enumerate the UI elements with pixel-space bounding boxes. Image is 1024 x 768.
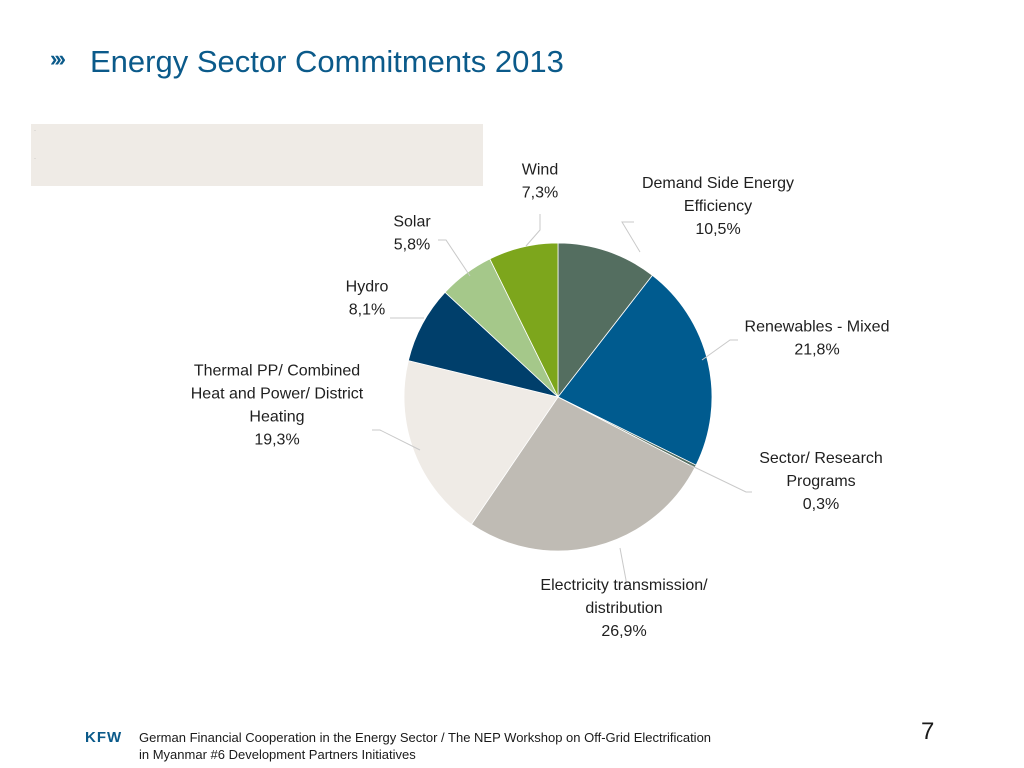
slice-name-label: Sector/ Research: [759, 450, 883, 467]
page-title: Energy Sector Commitments 2013: [90, 44, 564, 79]
pie-slice-demand-side-energy-efficiency: [557, 242, 653, 399]
slice-label: Solar 5,8%: [393, 214, 431, 254]
slice-labels: Demand Side Energy Efficiency 10,5% Renewab…: [191, 162, 890, 641]
leader-lines: [372, 214, 752, 590]
slice-value-label: 19,3%: [254, 432, 299, 449]
slice-value-label: 5,8%: [394, 237, 430, 254]
leader-line: [621, 221, 641, 253]
leader-line: [525, 214, 541, 247]
bullet-dot-icon: ·: [34, 156, 36, 162]
slice-name-label: Heating: [249, 409, 304, 426]
slice-name-label: Heat and Power/ District: [191, 386, 364, 403]
slice-name-label: Electricity transmission/: [540, 577, 708, 594]
leader-line: [619, 547, 627, 590]
footer-line-2: in Myanmar #6 Development Partners Initi…: [139, 747, 416, 762]
leader-line: [689, 464, 752, 493]
footer-line-1: German Financial Cooperation in the Ener…: [139, 730, 712, 745]
slice-name-label: Demand Side Energy: [642, 175, 794, 192]
footer-text: German Financial Cooperation in the Ener…: [139, 729, 779, 763]
page-number: 7: [921, 718, 935, 745]
leader-line: [701, 339, 738, 361]
leader-line: [372, 429, 421, 451]
slice-name-label: Solar: [393, 214, 431, 231]
slice-value-label: 10,5%: [695, 221, 740, 238]
slice-label: Hydro 8,1%: [346, 279, 389, 319]
slice-value-label: 7,3%: [522, 185, 558, 202]
slice-name-label: Wind: [522, 162, 558, 179]
slice-name-label: distribution: [585, 600, 662, 617]
slice-label: Electricity transmission/distribution 26,…: [540, 577, 708, 640]
slice-value-label: 8,1%: [349, 302, 385, 319]
slice-label: Sector/ Research Programs 0,3%: [759, 450, 883, 513]
bullet-dot-icon: ·: [34, 128, 36, 134]
slice-name-label: Efficiency: [684, 198, 752, 215]
slice-label: Demand Side Energy Efficiency 10,5%: [642, 175, 794, 238]
pie-slice-renewables-mixed: [557, 274, 713, 466]
slice-label: Renewables - Mixed 21,8%: [745, 319, 890, 359]
kfw-logo: KFW: [85, 729, 123, 746]
slice-name-label: Renewables - Mixed: [745, 319, 890, 336]
pie-slice-electricity-transmission-distribution: [470, 396, 696, 552]
slice-name-label: Hydro: [346, 279, 389, 296]
placeholder-box: · ·: [31, 124, 483, 186]
slice-label: Wind 7,3%: [522, 162, 558, 202]
slice-value-label: 0,3%: [803, 496, 839, 513]
slice-value-label: 26,9%: [601, 623, 646, 640]
pie-slices: [403, 242, 713, 552]
slice-label: Thermal PP/ Combined Heat and Power/ Dist…: [191, 363, 364, 449]
leader-line: [438, 239, 471, 277]
slice-name-label: Programs: [786, 473, 855, 490]
pie-slice-thermal-pp-combined-heat-and-power-district-heating: [403, 360, 559, 525]
pie-slice-wind: [489, 242, 559, 398]
slice-value-label: 21,8%: [794, 342, 839, 359]
chevrons-icon: ›››: [50, 46, 66, 71]
slice-name-label: Thermal PP/ Combined: [194, 363, 360, 380]
